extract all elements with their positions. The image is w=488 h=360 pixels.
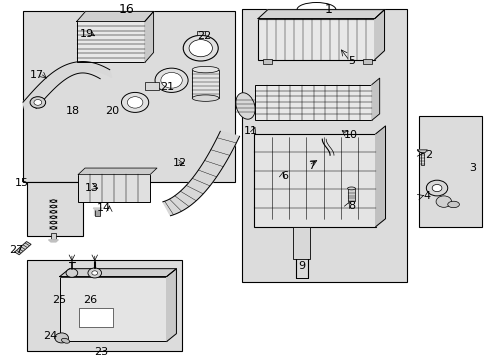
Ellipse shape: [235, 93, 255, 119]
Bar: [242, 9, 407, 282]
Circle shape: [55, 333, 68, 343]
Polygon shape: [371, 78, 379, 120]
Text: 25: 25: [52, 295, 66, 305]
Text: 1: 1: [324, 3, 331, 16]
Text: 5: 5: [347, 56, 354, 66]
Circle shape: [127, 97, 142, 108]
Polygon shape: [77, 12, 153, 21]
Circle shape: [161, 72, 182, 88]
Polygon shape: [417, 150, 427, 152]
Bar: [418, 116, 481, 226]
Text: 8: 8: [347, 201, 354, 211]
Text: 7: 7: [307, 161, 315, 171]
Ellipse shape: [192, 66, 219, 73]
Ellipse shape: [61, 338, 69, 343]
Bar: [95, 210, 100, 216]
Polygon shape: [78, 168, 157, 175]
Polygon shape: [163, 131, 239, 216]
Text: 27: 27: [9, 245, 23, 255]
Text: 17: 17: [30, 70, 44, 80]
Text: 23: 23: [94, 347, 108, 357]
Circle shape: [88, 268, 102, 278]
Bar: [192, 69, 218, 98]
Circle shape: [66, 269, 78, 277]
Bar: [78, 175, 150, 202]
Polygon shape: [93, 208, 102, 210]
Text: 24: 24: [43, 332, 57, 342]
Bar: [144, 82, 159, 90]
Text: 15: 15: [15, 178, 29, 188]
Circle shape: [426, 180, 447, 196]
Bar: [292, 226, 309, 259]
Text: 9: 9: [298, 261, 305, 271]
Bar: [79, 307, 113, 327]
Circle shape: [34, 100, 41, 105]
Circle shape: [183, 35, 218, 61]
Polygon shape: [144, 12, 153, 62]
Bar: [197, 31, 204, 35]
Bar: [23, 12, 234, 182]
Bar: [254, 134, 375, 226]
Circle shape: [435, 196, 451, 207]
Polygon shape: [166, 269, 176, 342]
Text: 21: 21: [159, 82, 173, 92]
Circle shape: [92, 271, 98, 275]
Text: 11: 11: [243, 126, 257, 136]
Polygon shape: [23, 62, 111, 110]
Ellipse shape: [347, 187, 355, 190]
Bar: [60, 276, 166, 342]
Circle shape: [431, 184, 441, 192]
Ellipse shape: [447, 201, 458, 208]
Circle shape: [189, 40, 212, 57]
Bar: [347, 188, 355, 201]
Ellipse shape: [192, 95, 219, 102]
Bar: [27, 182, 82, 235]
Text: 14: 14: [96, 203, 110, 213]
Bar: [420, 150, 424, 165]
Polygon shape: [60, 269, 176, 276]
Text: 12: 12: [173, 158, 187, 168]
Circle shape: [121, 93, 148, 112]
Bar: [51, 233, 56, 239]
Polygon shape: [375, 126, 385, 226]
Bar: [77, 21, 144, 62]
Text: 16: 16: [119, 3, 134, 16]
Text: 22: 22: [197, 31, 211, 41]
Text: 4: 4: [423, 191, 429, 201]
Polygon shape: [258, 10, 384, 19]
Text: 18: 18: [66, 106, 80, 116]
Bar: [363, 59, 371, 64]
Text: 13: 13: [84, 183, 98, 193]
Text: 6: 6: [280, 171, 287, 181]
Circle shape: [155, 68, 188, 93]
Bar: [258, 19, 374, 60]
Text: 20: 20: [105, 106, 119, 116]
Polygon shape: [374, 10, 384, 60]
Text: 26: 26: [82, 295, 97, 305]
Circle shape: [30, 97, 45, 108]
Polygon shape: [48, 240, 58, 242]
Text: 10: 10: [343, 130, 357, 140]
Bar: [255, 85, 371, 120]
Text: 19: 19: [79, 29, 93, 39]
Text: 2: 2: [424, 150, 431, 160]
Bar: [263, 59, 271, 64]
Polygon shape: [15, 242, 31, 255]
Bar: [27, 261, 182, 351]
Text: 3: 3: [468, 163, 475, 173]
